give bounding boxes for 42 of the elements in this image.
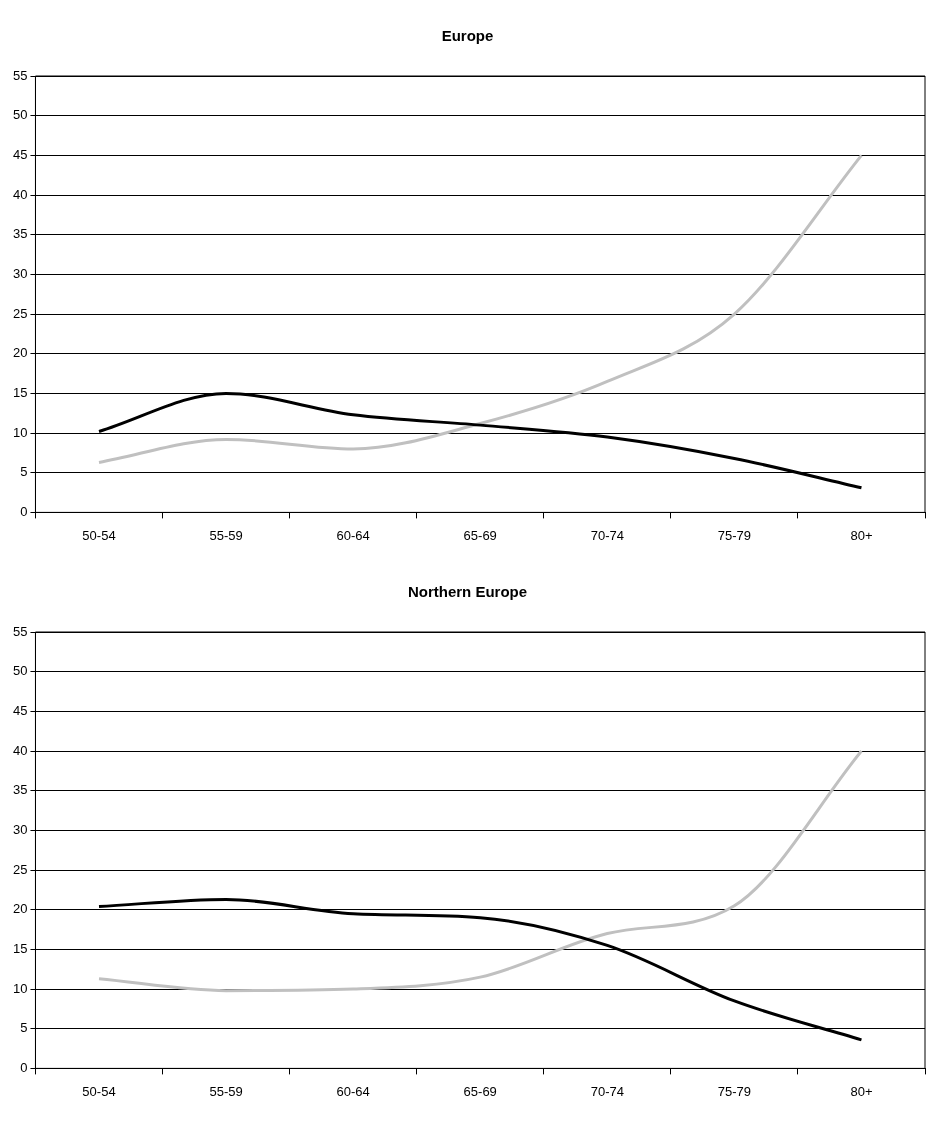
x-tick-label: 80+	[850, 527, 873, 543]
y-tick-label: 35	[12, 226, 28, 242]
x-tick-label: 70-74	[590, 527, 624, 543]
chart-title: Europe	[441, 27, 494, 45]
x-tick-label: 55-59	[209, 1083, 243, 1099]
y-tick-label: 25	[12, 305, 28, 321]
y-tick-label: 50	[12, 107, 28, 123]
y-tick-label: 10	[12, 980, 28, 996]
x-tick-label: 50-54	[82, 527, 116, 543]
y-tick-label: 0	[20, 503, 28, 519]
y-tick-label: 45	[12, 146, 28, 162]
y-tick-label: 55	[12, 623, 28, 639]
x-tick-label: 70-74	[590, 1083, 624, 1099]
x-tick-label: 65-69	[463, 1083, 497, 1099]
y-tick-label: 20	[12, 345, 28, 361]
x-tick-label: 55-59	[209, 527, 243, 543]
y-tick-label: 25	[12, 861, 28, 877]
y-tick-label: 15	[12, 940, 28, 956]
y-tick-label: 0	[20, 1059, 28, 1075]
y-tick-label: 40	[12, 742, 28, 758]
x-tick-label: 50-54	[82, 1083, 116, 1099]
y-tick-label: 15	[12, 384, 28, 400]
chart-title: Northern Europe	[407, 583, 528, 601]
line-series	[97, 153, 863, 464]
y-tick-label: 10	[12, 424, 28, 440]
x-tick-label: 60-64	[336, 527, 370, 543]
x-tick-label: 80+	[850, 1083, 873, 1099]
y-tick-label: 55	[12, 67, 28, 83]
y-tick-label: 30	[12, 821, 28, 837]
x-tick-label: 65-69	[463, 527, 497, 543]
x-tick-label: 75-79	[717, 527, 752, 543]
y-tick-label: 20	[12, 901, 28, 917]
x-tick-label: 60-64	[336, 1083, 370, 1099]
y-tick-label: 50	[12, 663, 28, 679]
x-tick-label: 75-79	[717, 1083, 752, 1099]
y-tick-label: 35	[12, 782, 28, 798]
y-tick-label: 5	[20, 1020, 28, 1036]
y-tick-label: 30	[12, 265, 28, 281]
y-tick-label: 5	[20, 464, 28, 480]
y-tick-label: 45	[12, 702, 28, 718]
line-series	[97, 749, 863, 993]
y-tick-label: 40	[12, 186, 28, 202]
